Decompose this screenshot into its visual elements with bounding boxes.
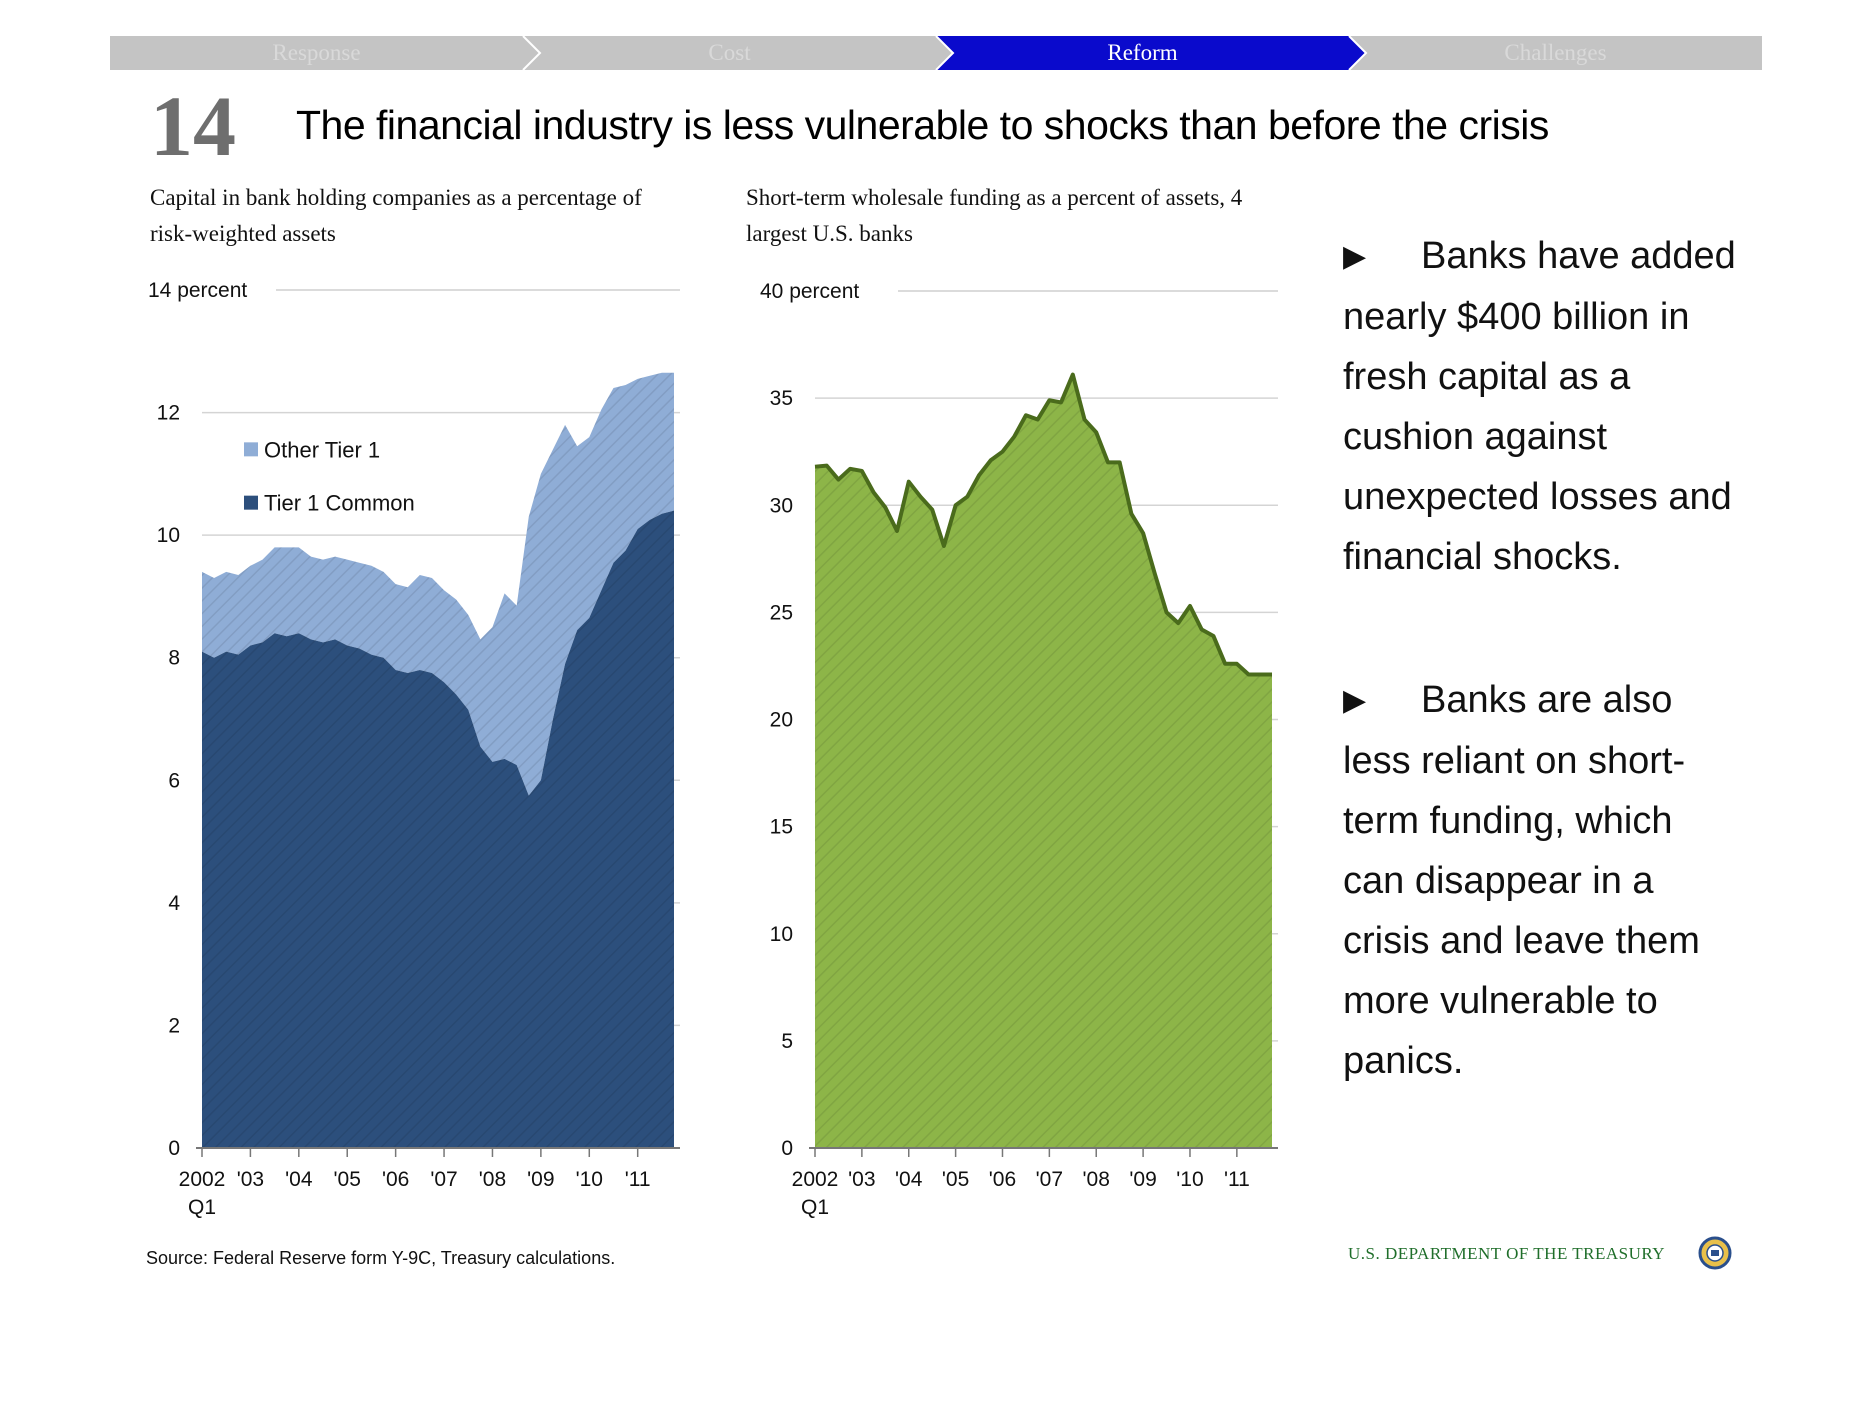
bullet-2: ▶ Banks are also less reliant on short-te… xyxy=(1343,670,1743,1091)
chart-1-title: Capital in bank holding companies as a p… xyxy=(150,185,642,246)
legend-label: Tier 1 Common xyxy=(264,491,415,516)
x-tick-label: '09 xyxy=(1129,1168,1156,1191)
bullet-1: ▶ Banks have added nearly $400 billion in… xyxy=(1343,226,1743,587)
x-tick-sublabel: Q1 xyxy=(188,1196,216,1219)
section-nav-graphic xyxy=(110,36,1762,70)
x-tick-label: '10 xyxy=(576,1168,603,1191)
nav-tab-shape-reform xyxy=(936,36,1366,70)
slide-title: The financial industry is less vulnerabl… xyxy=(296,102,1549,148)
y-tick-label: 0 xyxy=(168,1137,180,1160)
bullet-1-text: Banks have added nearly $400 billion in … xyxy=(1343,235,1736,578)
y-tick-label: 8 xyxy=(168,647,180,670)
y-tick-label: 30 xyxy=(770,494,793,517)
legend-swatch xyxy=(244,495,258,510)
unit-label: 14 percent xyxy=(148,279,247,302)
x-tick-label: '03 xyxy=(237,1168,264,1191)
x-tick-sublabel: Q1 xyxy=(801,1196,829,1219)
x-tick-label: 2002 xyxy=(179,1168,226,1191)
y-tick-label: 6 xyxy=(168,769,180,792)
x-tick-label: '08 xyxy=(479,1168,506,1191)
legend-swatch xyxy=(244,442,258,457)
area-hatch xyxy=(202,510,674,1149)
source-note: Source: Federal Reserve form Y-9C, Treas… xyxy=(146,1248,616,1268)
x-tick-label: '11 xyxy=(1224,1168,1250,1191)
bullet-arrow-icon: ▶ xyxy=(1343,240,1367,273)
bullet-2-text: Banks are also less reliant on short-ter… xyxy=(1343,679,1700,1082)
x-tick-label: '08 xyxy=(1083,1168,1110,1191)
tab-reform[interactable]: Reform xyxy=(1107,40,1178,65)
wholesale-funding-chart: 40 percent 0 5 10 15 20 25 30 35 2002 Q1 '03 '04 '05 '… xyxy=(760,280,1278,1219)
x-tick-label: '03 xyxy=(848,1168,875,1191)
area-hatch xyxy=(815,374,1272,1148)
x-tick-label: '06 xyxy=(382,1168,409,1191)
y-tick-label: 0 xyxy=(781,1137,793,1160)
y-tick-label: 4 xyxy=(168,892,180,915)
y-tick-label: 15 xyxy=(770,816,793,839)
tab-cost[interactable]: Cost xyxy=(708,40,751,65)
legend-label: Other Tier 1 xyxy=(264,437,380,462)
y-tick-label: 10 xyxy=(157,524,180,547)
x-tick-label: '10 xyxy=(1176,1168,1203,1191)
section-nav: Response Cost Reform Challenges xyxy=(110,36,1762,70)
x-tick-label: '07 xyxy=(430,1168,457,1191)
nav-tab-shape-response xyxy=(110,36,540,70)
chart-2-title: Short-term wholesale funding as a percen… xyxy=(746,185,1243,246)
x-tick-label: '11 xyxy=(625,1168,651,1191)
nav-tab-shape-cost xyxy=(523,36,953,70)
unit-label: 40 percent xyxy=(760,280,859,303)
treasury-seal-icon xyxy=(1698,1236,1732,1270)
area-hatch xyxy=(202,372,674,796)
nav-tab-shape-challenges xyxy=(1349,36,1762,70)
x-tick-label: '09 xyxy=(527,1168,554,1191)
y-tick-label: 20 xyxy=(770,709,793,732)
series-line xyxy=(814,372,1272,677)
y-tick-label: 5 xyxy=(781,1030,793,1053)
y-tick-label: 2 xyxy=(168,1014,180,1037)
tab-challenges[interactable]: Challenges xyxy=(1504,40,1607,65)
y-tick-label: 12 xyxy=(157,402,180,425)
y-tick-label: 35 xyxy=(770,387,793,410)
slide-number: 14 xyxy=(150,78,236,174)
x-tick-label: '04 xyxy=(285,1168,313,1191)
charts-canvas: 14 percent 0 2 4 6 8 10 12 Other Tier 1 Tier 1 Co… xyxy=(148,279,1278,1219)
capital-chart: 14 percent 0 2 4 6 8 10 12 Other Tier 1 Tier 1 Co… xyxy=(148,279,680,1219)
x-tick-label: '06 xyxy=(989,1168,1016,1191)
department-name: U.S. DEPARTMENT OF THE TREASURY xyxy=(1348,1244,1666,1263)
x-tick-label: '05 xyxy=(942,1168,969,1191)
y-tick-label: 25 xyxy=(770,601,793,624)
y-tick-label: 10 xyxy=(770,923,793,946)
bullet-arrow-icon: ▶ xyxy=(1343,684,1367,717)
x-tick-label: '07 xyxy=(1036,1168,1063,1191)
x-tick-label: '05 xyxy=(334,1168,361,1191)
x-tick-label: '04 xyxy=(895,1168,923,1191)
tab-response[interactable]: Response xyxy=(272,40,361,65)
x-tick-label: 2002 xyxy=(792,1168,839,1191)
